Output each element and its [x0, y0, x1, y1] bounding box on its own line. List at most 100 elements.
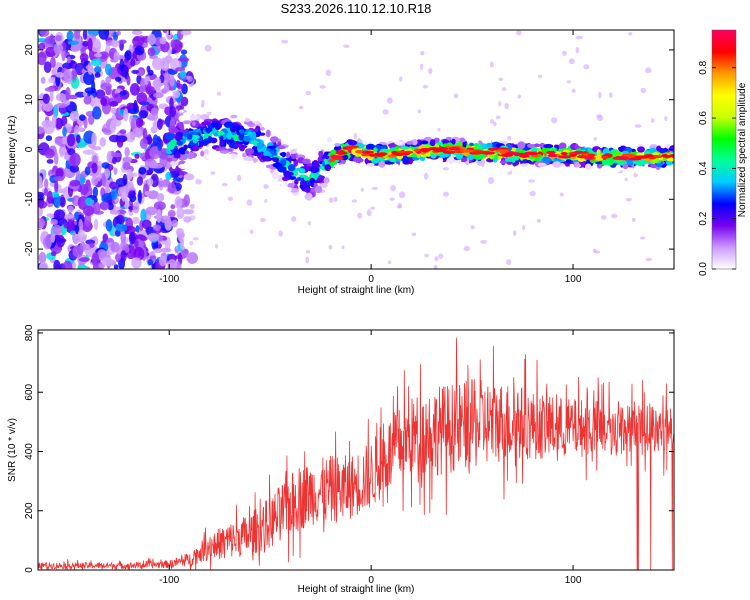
spectrogram-cell: [639, 158, 648, 165]
spectrogram-cell: [75, 169, 81, 182]
spectrogram-cell: [244, 148, 255, 155]
spectrogram-y-tick-label: 20: [24, 44, 35, 56]
spectrogram-cell: [146, 169, 153, 176]
spectrogram-cell: [189, 203, 195, 210]
spectrogram-cell: [180, 30, 192, 36]
spectrogram-cell: [100, 97, 108, 106]
spectrogram-cell: [504, 152, 516, 156]
spectrogram-cell: [256, 142, 264, 149]
spectrogram-cell: [178, 115, 186, 122]
spectrogram-cell: [323, 177, 330, 184]
spectrogram-cell: [536, 218, 541, 223]
spectrogram-cell: [527, 152, 538, 156]
spectrogram-cell: [650, 163, 656, 169]
spectrogram-cell: [611, 213, 618, 219]
spectrogram-cell: [328, 244, 333, 250]
spectrogram-cell: [302, 158, 311, 165]
spectrogram-cell: [42, 101, 54, 112]
spectrogram-cell: [372, 165, 382, 170]
spectrogram-cell: [45, 135, 53, 142]
spectrogram-cell: [301, 148, 308, 155]
spectrogram-cell: [419, 63, 424, 71]
spectrogram-cell: [592, 248, 597, 253]
spectrogram-cell: [625, 197, 632, 202]
spectrogram-cell: [134, 239, 139, 248]
spectrogram-cell: [278, 230, 284, 237]
spectrogram-cell: [169, 76, 175, 87]
spectrogram-cell: [149, 255, 157, 260]
spectrogram-cell: [250, 105, 256, 114]
spectrogram-cell: [191, 121, 196, 127]
spectrogram-cell: [78, 257, 90, 262]
spectrogram-cell: [560, 151, 568, 156]
spectrogram-cell: [360, 132, 366, 139]
spectrogram-cell: [87, 114, 95, 126]
spectrogram-cell: [424, 172, 429, 180]
spectrogram-cell: [54, 180, 59, 194]
spectrogram-cell: [189, 241, 194, 246]
spectrogram-cell: [147, 33, 156, 46]
spectrogram-cell: [66, 56, 71, 64]
spectrogram-cell: [69, 179, 81, 187]
spectrogram-cell: [575, 46, 580, 54]
spectrogram-cell: [144, 76, 149, 86]
spectrogram-cell: [504, 102, 509, 110]
spectrogram-cell: [183, 144, 188, 151]
spectrogram-cell: [153, 77, 162, 91]
spectrogram-cell: [198, 141, 204, 147]
spectrogram-cell: [417, 109, 422, 114]
spectrogram-cell: [179, 70, 187, 79]
spectrogram-cell: [120, 231, 126, 244]
spectrogram-cell: [62, 126, 67, 137]
spectrogram-cell: [559, 192, 564, 197]
spectrogram-cell: [77, 264, 88, 269]
spectrogram-cell: [498, 77, 504, 82]
spectrogram-cell: [110, 241, 120, 253]
spectrogram-cell: [665, 143, 671, 149]
spectrogram-cell: [381, 149, 391, 153]
spectrogram-cell: [448, 147, 461, 151]
spectrogram-cell: [70, 68, 78, 81]
spectrogram-cell: [98, 30, 110, 40]
spectrogram-cell: [408, 157, 414, 165]
spectrogram-cell: [604, 153, 613, 157]
spectrogram-cell: [172, 177, 182, 182]
spectrogram-cell: [546, 150, 556, 155]
spectrogram-cell: [111, 40, 120, 48]
spectrogram-cell: [441, 139, 450, 144]
spectrogram-cell: [287, 187, 292, 193]
spectrogram-cell: [243, 135, 251, 142]
spectrogram-cell: [122, 156, 133, 163]
spectrogram-cell: [442, 150, 456, 154]
spectrogram-cell: [501, 87, 507, 91]
spectrogram-cell: [91, 146, 102, 151]
spectrogram-cell: [78, 218, 84, 233]
spectrogram-cell: [319, 183, 328, 188]
spectrogram-cell: [97, 168, 102, 182]
spectrogram-cell: [55, 263, 60, 269]
spectrogram-cell: [588, 143, 595, 148]
spectrogram-cell: [91, 162, 98, 174]
snr-y-axis-title: SNR (10 * v/v): [7, 418, 18, 482]
spectrogram-cell: [433, 137, 440, 143]
spectrogram-cell: [181, 138, 186, 144]
colorbar-tick-label: 0.0: [698, 262, 709, 276]
spectrogram-cell: [280, 151, 287, 158]
spectrogram-cell: [83, 243, 92, 251]
spectrogram-cell: [269, 136, 279, 143]
spectrogram-cell: [253, 121, 262, 129]
spectrogram-cell: [206, 154, 212, 160]
spectrogram-cell: [376, 145, 386, 150]
spectrogram-cell: [178, 129, 189, 133]
spectrogram-cell: [217, 131, 225, 136]
spectrogram-cell: [645, 67, 652, 74]
spectrogram-cell: [467, 154, 475, 160]
spectrogram-cell: [530, 146, 538, 153]
spectrogram-cell: [94, 53, 103, 58]
spectrogram-cell: [263, 184, 269, 189]
spectrogram-cell: [562, 50, 567, 56]
spectrogram-cell: [298, 168, 306, 174]
spectrogram-cell: [152, 224, 161, 231]
spectrogram-cell: [565, 159, 571, 164]
